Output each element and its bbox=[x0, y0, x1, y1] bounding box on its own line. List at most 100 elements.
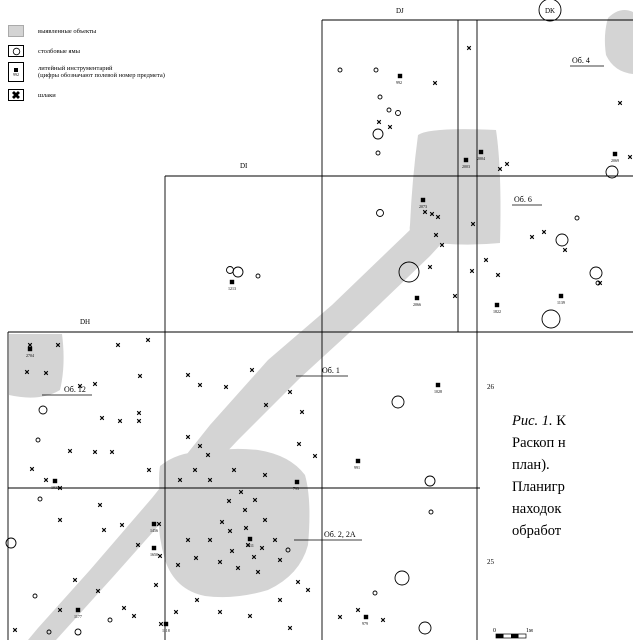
posthole-icon bbox=[226, 266, 234, 274]
slag-icon bbox=[387, 124, 393, 130]
legend-label: шлаки bbox=[38, 91, 56, 99]
find-number: 1139 bbox=[557, 300, 565, 305]
slag-icon bbox=[121, 605, 127, 611]
posthole-icon bbox=[555, 233, 569, 247]
posthole-icon bbox=[74, 628, 82, 636]
slag-icon bbox=[597, 280, 603, 286]
casting-tool-icon: 2004 bbox=[477, 149, 485, 161]
postholes-layer bbox=[5, 0, 619, 636]
slag-icon bbox=[99, 415, 105, 421]
slag-icon bbox=[55, 342, 61, 348]
find-number: 2003 bbox=[462, 164, 470, 169]
slag-icon bbox=[427, 264, 433, 270]
grid-label-dj: DJ bbox=[396, 7, 404, 15]
slag-icon bbox=[295, 579, 301, 585]
posthole-icon bbox=[37, 496, 43, 502]
posthole-icon bbox=[337, 67, 343, 73]
legend-item-slag: ✖ шлаки bbox=[8, 89, 56, 102]
label-object-4: Об. 4 bbox=[572, 56, 590, 65]
slag-icon bbox=[156, 521, 162, 527]
posthole-icon bbox=[418, 621, 432, 635]
posthole-icon bbox=[35, 437, 41, 443]
slag-icon bbox=[177, 477, 183, 483]
slag-icon bbox=[223, 384, 229, 390]
find-number: 2066 bbox=[413, 302, 421, 307]
grid-label-row25: 25 bbox=[487, 558, 495, 566]
posthole-icon bbox=[394, 570, 410, 586]
slag-icon bbox=[219, 519, 225, 525]
slag-icon bbox=[617, 100, 623, 106]
casting-tool-icon: 1177 bbox=[74, 607, 82, 619]
slag-icon bbox=[247, 613, 253, 619]
slag-icon bbox=[207, 537, 213, 543]
slag-icon bbox=[131, 613, 137, 619]
posthole-icon bbox=[372, 590, 378, 596]
caption-line-6: обработ bbox=[512, 523, 562, 539]
object-1-trench bbox=[28, 208, 452, 640]
slag-icon bbox=[194, 597, 200, 603]
posthole-icon bbox=[46, 629, 52, 635]
slag-icon bbox=[146, 467, 152, 473]
legend-label: столбовые ямы bbox=[38, 47, 81, 55]
casting-tool-icon: 793 bbox=[293, 479, 300, 491]
slag-icon bbox=[175, 562, 181, 568]
figure-caption: Рис. 1. К Раскоп н план). Планигр находо… bbox=[512, 410, 633, 542]
slag-icon bbox=[173, 609, 179, 615]
label-object-1: Об. 1 bbox=[322, 366, 340, 375]
casting-tool-icon: 2073 bbox=[419, 197, 427, 209]
posthole-icon bbox=[395, 110, 401, 116]
slag-icon bbox=[497, 166, 503, 172]
slag-icon bbox=[235, 565, 241, 571]
slag-icon bbox=[197, 382, 203, 388]
slag-icon bbox=[109, 449, 115, 455]
slag-icon bbox=[117, 418, 123, 424]
slag-icon bbox=[355, 607, 361, 613]
slag-icon bbox=[192, 467, 198, 473]
object-2-area bbox=[158, 448, 310, 598]
slag-icon bbox=[24, 369, 30, 375]
find-number: 2069 bbox=[611, 158, 619, 163]
posthole-icon bbox=[574, 215, 580, 221]
slag-icon bbox=[185, 434, 191, 440]
slag-icon bbox=[242, 507, 248, 513]
slag-icon bbox=[205, 452, 211, 458]
posthole-icon bbox=[375, 150, 381, 156]
slag-icon bbox=[380, 617, 386, 623]
posthole-icon bbox=[428, 509, 434, 515]
posthole-icon bbox=[391, 395, 405, 409]
posthole-icon bbox=[589, 266, 603, 280]
slag-icon bbox=[115, 342, 121, 348]
posthole-icon bbox=[255, 273, 261, 279]
slag-icon bbox=[433, 232, 439, 238]
slag-icon bbox=[145, 337, 151, 343]
find-number: 992 bbox=[396, 80, 402, 85]
slag-icon bbox=[77, 383, 83, 389]
slag-icon bbox=[262, 517, 268, 523]
slag-icon bbox=[245, 542, 251, 548]
circle-icon bbox=[8, 45, 24, 57]
casting-tool-icon: 2003 bbox=[462, 157, 470, 169]
slag-icon bbox=[432, 80, 438, 86]
slag-icon bbox=[92, 381, 98, 387]
object-4-area bbox=[604, 10, 633, 74]
slag-icon bbox=[158, 621, 164, 627]
slag-icon bbox=[185, 372, 191, 378]
casting-tool-icon: 2704 bbox=[26, 346, 34, 358]
slag-icon bbox=[207, 477, 213, 483]
slag-icon bbox=[57, 517, 63, 523]
posthole-icon bbox=[232, 266, 244, 278]
slag-icon bbox=[136, 410, 142, 416]
find-number: 2073 bbox=[419, 204, 427, 209]
slag-icon bbox=[376, 119, 382, 125]
slag-icon bbox=[263, 402, 269, 408]
slag-icon bbox=[43, 370, 49, 376]
slag-icon bbox=[562, 247, 568, 253]
slag-icon bbox=[217, 559, 223, 565]
slag-icon bbox=[435, 214, 441, 220]
scale-bar: 0 1м bbox=[493, 628, 533, 639]
slag-icon bbox=[469, 268, 475, 274]
grid-label-dk: DK bbox=[545, 7, 555, 15]
slag-icon bbox=[262, 472, 268, 478]
slag-icon bbox=[197, 443, 203, 449]
